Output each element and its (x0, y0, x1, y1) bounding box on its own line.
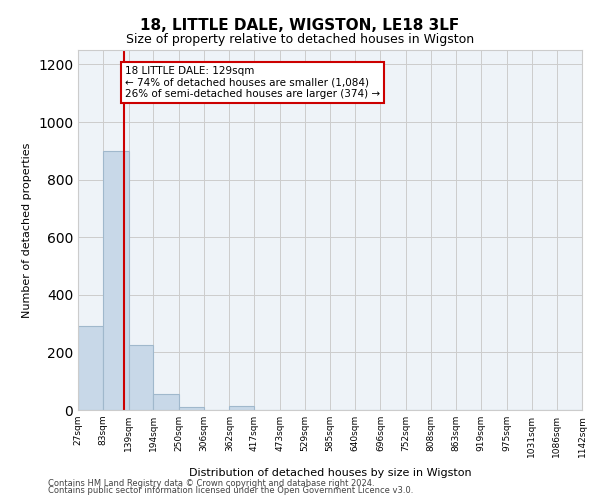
Bar (128, 345, 154, 410)
Text: Contains public sector information licensed under the Open Government Licence v3: Contains public sector information licen… (48, 486, 413, 495)
Bar (229, 406, 254, 410)
Y-axis label: Number of detached properties: Number of detached properties (22, 142, 32, 318)
Text: Contains HM Land Registry data © Crown copyright and database right 2024.: Contains HM Land Registry data © Crown c… (48, 478, 374, 488)
Bar (103, 151, 128, 410)
Bar (78, 326, 103, 410)
Text: 18 LITTLE DALE: 129sqm
← 74% of detached houses are smaller (1,084)
26% of semi-: 18 LITTLE DALE: 129sqm ← 74% of detached… (125, 66, 380, 99)
Text: 18, LITTLE DALE, WIGSTON, LE18 3LF: 18, LITTLE DALE, WIGSTON, LE18 3LF (140, 18, 460, 32)
X-axis label: Distribution of detached houses by size in Wigston: Distribution of detached houses by size … (188, 468, 472, 478)
Text: Size of property relative to detached houses in Wigston: Size of property relative to detached ho… (126, 32, 474, 46)
Bar (179, 406, 204, 410)
Bar (154, 394, 179, 410)
